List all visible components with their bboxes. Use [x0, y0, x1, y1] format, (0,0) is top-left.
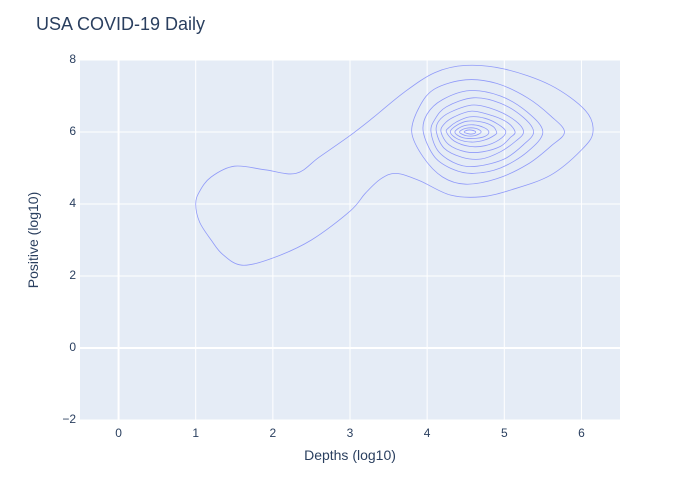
y-tick-label: 6: [69, 124, 76, 138]
x-tick-labels: 0 1 2 3 4 5 6: [115, 426, 585, 440]
contour-line-level-10: [459, 127, 482, 137]
contour-line-level-11: [463, 129, 477, 135]
chart-title: USA COVID-19 Daily: [36, 14, 205, 34]
x-tick-label: 2: [270, 426, 277, 440]
x-tick-label: 4: [424, 426, 431, 440]
plot-area: [80, 59, 620, 421]
y-tick-label: 4: [69, 196, 76, 210]
y-tick-labels: −2 0 2 4 6 8: [62, 52, 76, 426]
y-tick-label: 8: [69, 52, 76, 66]
x-tick-label: 5: [501, 426, 508, 440]
contour-line-level-9: [454, 124, 490, 139]
x-tick-label: 1: [192, 426, 199, 440]
x-tick-label: 6: [578, 426, 585, 440]
y-tick-label: 0: [69, 340, 76, 354]
y-axis-title: Positive (log10): [25, 192, 41, 289]
contour-line-level-4: [430, 97, 535, 168]
contour-line-level-5: [435, 104, 524, 160]
contour-line-level-1: [195, 64, 594, 266]
x-tick-label: 3: [347, 426, 354, 440]
contour-line-level-7: [445, 116, 507, 148]
contour-line-level-6: [440, 110, 516, 153]
contour-lines: [195, 64, 594, 266]
y-tick-label: −2: [62, 412, 76, 426]
x-tick-label: 0: [115, 426, 122, 440]
contour-line-level-8: [449, 120, 498, 143]
grid-lines: [80, 59, 620, 421]
contour-line-level-2: [411, 79, 565, 185]
contour-line-level-3: [422, 90, 544, 174]
y-tick-label: 2: [69, 268, 76, 282]
x-axis-title: Depths (log10): [304, 447, 396, 463]
